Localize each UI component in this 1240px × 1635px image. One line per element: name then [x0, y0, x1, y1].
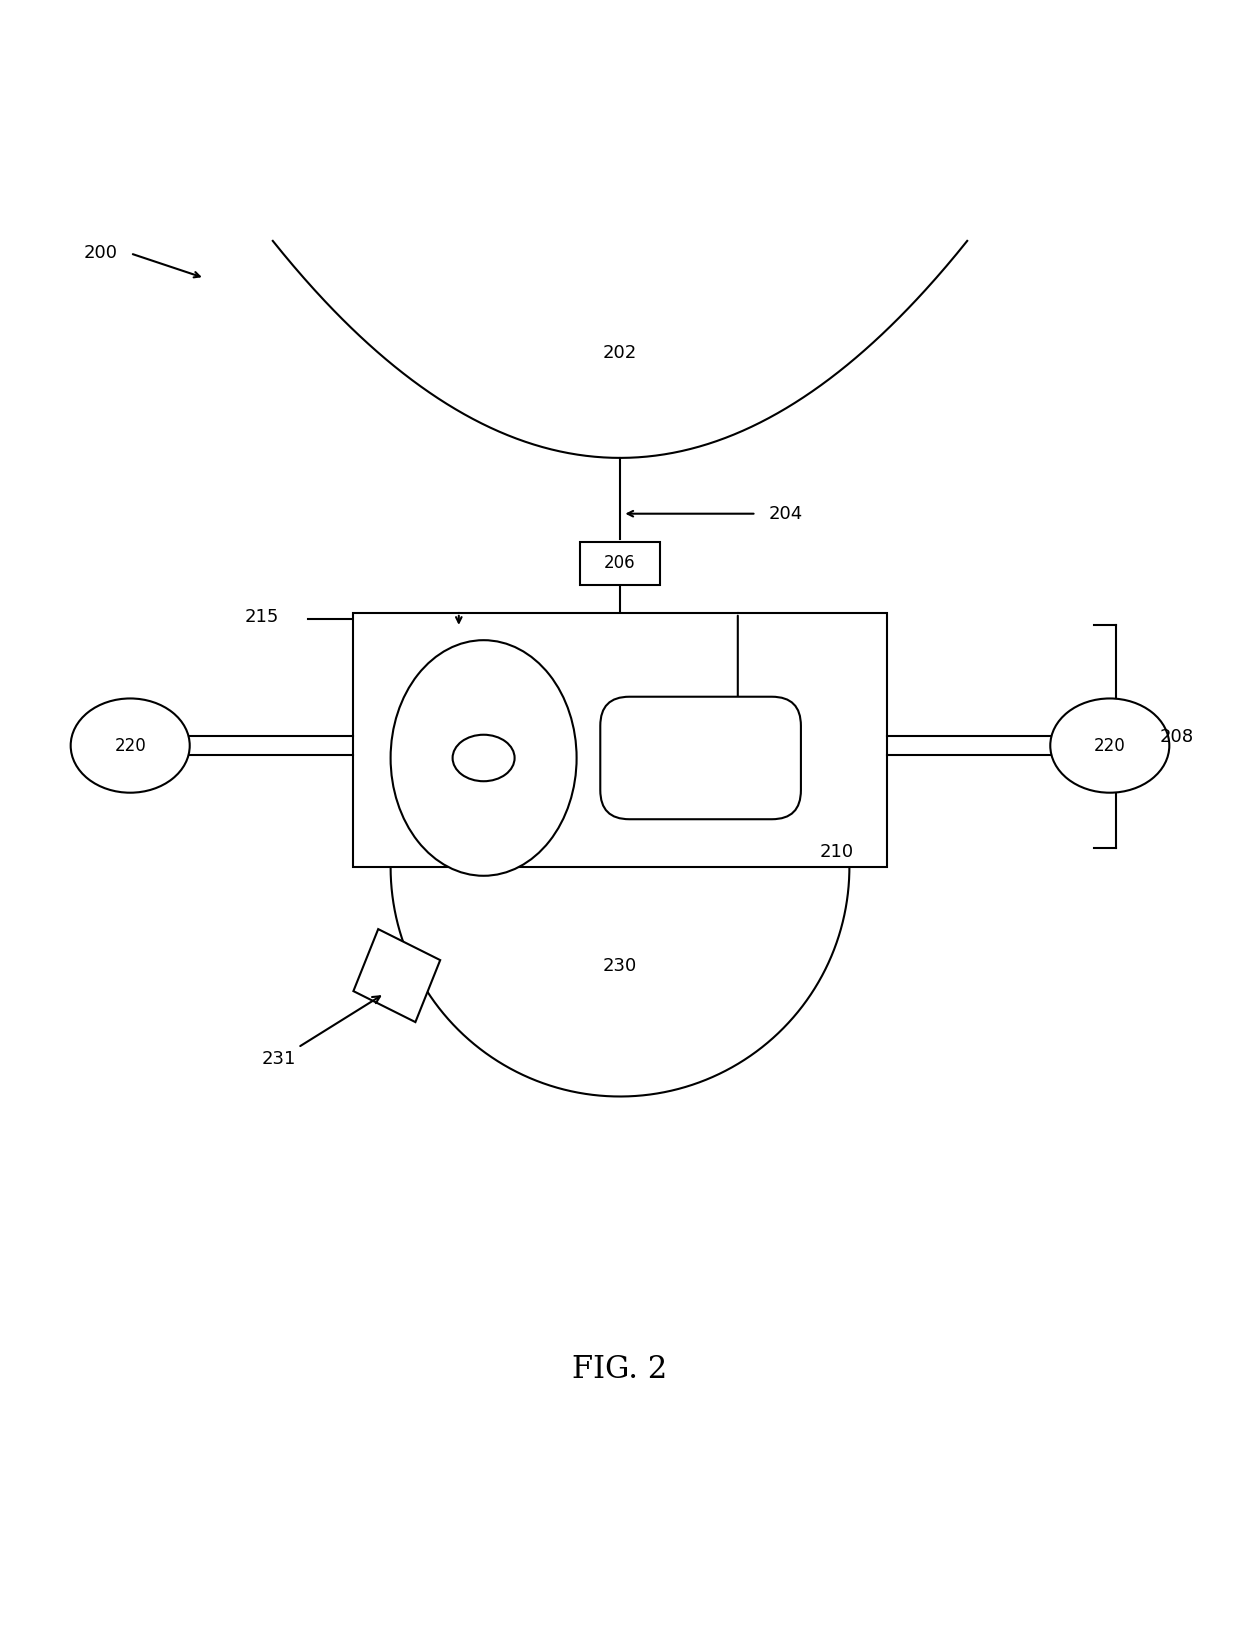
Text: 231: 231: [262, 996, 381, 1068]
Text: 200: 200: [84, 244, 118, 262]
Text: 220: 220: [1094, 737, 1126, 755]
FancyBboxPatch shape: [600, 697, 801, 819]
Polygon shape: [353, 929, 440, 1022]
Ellipse shape: [391, 641, 577, 876]
Bar: [580, 541, 660, 585]
Text: FIG. 2: FIG. 2: [573, 1354, 667, 1385]
Text: 204: 204: [769, 505, 804, 523]
Ellipse shape: [1050, 698, 1169, 793]
Text: 210: 210: [820, 844, 854, 862]
Bar: [353, 613, 887, 867]
Text: 206: 206: [604, 554, 636, 572]
Text: 220: 220: [114, 737, 146, 755]
Text: 230: 230: [603, 958, 637, 976]
Text: 208: 208: [1159, 728, 1194, 746]
Ellipse shape: [71, 698, 190, 793]
Text: 202: 202: [603, 343, 637, 361]
Ellipse shape: [453, 734, 515, 782]
Text: 215: 215: [244, 608, 279, 626]
